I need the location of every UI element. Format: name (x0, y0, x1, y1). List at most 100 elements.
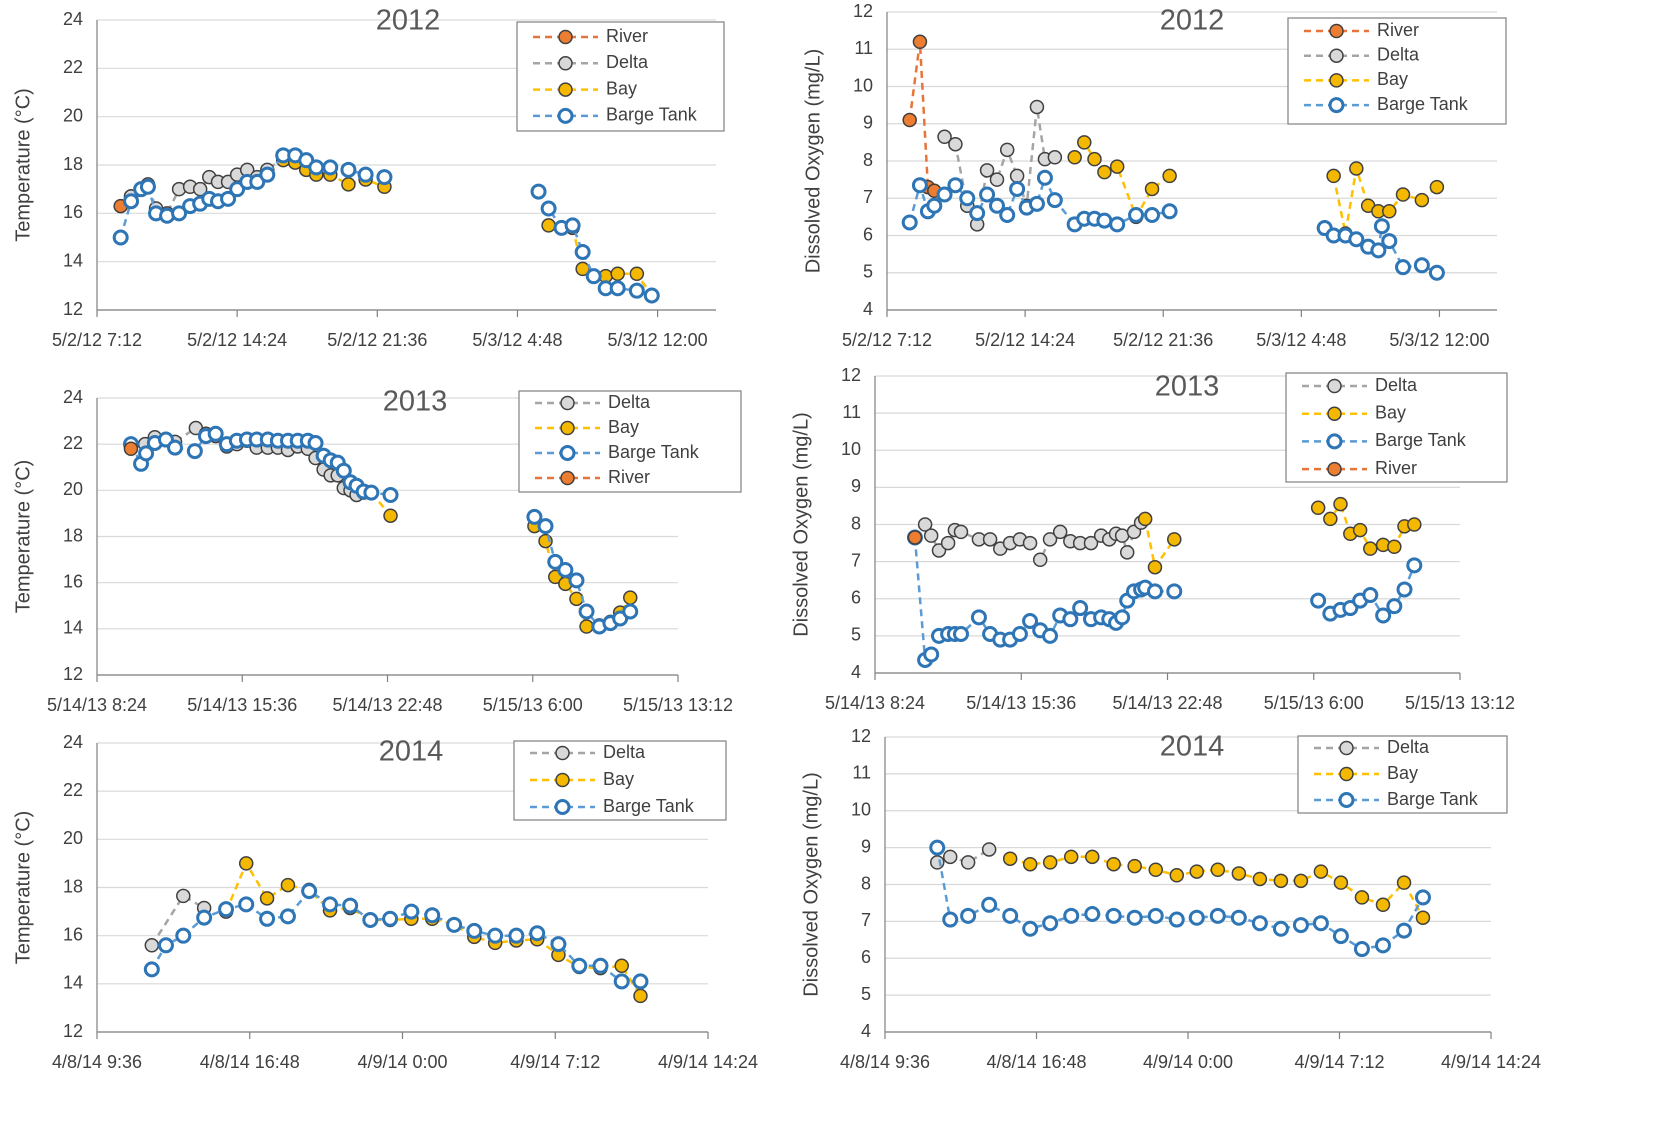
data-point (1144, 207, 1161, 224)
data-point (1326, 168, 1341, 184)
data-point (629, 266, 645, 281)
x-tick-label: 4/9/14 14:24 (658, 1052, 758, 1072)
data-point (1352, 522, 1368, 538)
data-point (220, 190, 237, 207)
x-tick-label: 5/3/12 12:00 (1389, 330, 1489, 350)
chart-title: 2014 (1160, 731, 1225, 763)
data-point (1210, 862, 1226, 877)
data-point (1373, 218, 1390, 235)
data-point (1370, 242, 1387, 259)
y-tick-label: 7 (851, 550, 861, 570)
data-point (1414, 192, 1430, 208)
data-point (579, 619, 594, 634)
x-tick-label: 5/3/12 4:48 (1256, 330, 1346, 350)
y-tick-label: 4 (863, 299, 873, 319)
data-point (1109, 159, 1125, 174)
data-point (1209, 907, 1226, 924)
data-point (362, 912, 379, 929)
data-point (1312, 915, 1329, 932)
legend-label: Delta (1375, 375, 1418, 395)
data-point (157, 937, 174, 954)
data-point (1126, 909, 1143, 926)
data-point (526, 508, 543, 525)
legend-label: Barge Tank (1387, 789, 1479, 809)
x-tick-label: 5/3/12 12:00 (608, 330, 708, 350)
y-axis-label: Dissolved Oxygen (mg/L) (800, 772, 822, 997)
data-point (218, 901, 235, 918)
legend-marker (1329, 73, 1344, 88)
data-point (926, 197, 943, 214)
legend-label: Delta (1377, 44, 1420, 64)
data-point (1168, 911, 1185, 928)
data-point (959, 190, 976, 207)
data-point (937, 129, 952, 145)
y-tick-label: 12 (853, 1, 873, 21)
y-tick-label: 5 (861, 984, 871, 1004)
data-point (1002, 851, 1018, 866)
data-point (1272, 920, 1289, 937)
data-point (623, 590, 638, 605)
x-tick-label: 4/8/14 9:36 (840, 1052, 930, 1072)
data-point (301, 883, 318, 900)
data-point (1382, 204, 1397, 219)
data-point (942, 849, 958, 865)
x-tick-label: 5/14/13 22:48 (332, 695, 442, 715)
data-point (911, 177, 928, 194)
y-tick-label: 11 (854, 38, 873, 58)
data-point (1062, 611, 1079, 628)
legend-label: Bay (608, 417, 639, 437)
legend-label: Barge Tank (606, 105, 698, 125)
legend-marker (559, 445, 576, 461)
x-tick-label: 5/15/13 6:00 (1264, 693, 1364, 713)
data-point (376, 169, 393, 186)
y-axis-label: Dissolved Oxygen (mg/L) (802, 49, 824, 274)
y-axis-label: Temperature (°C) (12, 460, 34, 614)
data-point (1077, 135, 1092, 150)
y-tick-label: 12 (841, 365, 861, 385)
data-point (1009, 168, 1025, 184)
data-point (1395, 259, 1412, 276)
data-point (613, 973, 630, 990)
data-point (1047, 150, 1063, 165)
legend-marker (557, 107, 574, 124)
data-point (1166, 583, 1183, 600)
data-point (1085, 849, 1100, 865)
data-point (564, 217, 581, 234)
legend-box (513, 740, 727, 821)
y-tick-label: 4 (861, 1021, 871, 1041)
data-point (614, 958, 629, 974)
data-point (144, 938, 160, 953)
y-tick-label: 8 (863, 150, 873, 170)
y-tick-label: 6 (851, 588, 861, 608)
chart-title: 2013 (1155, 371, 1220, 403)
legend-label: Barge Tank (603, 796, 695, 816)
x-tick-label: 5/2/12 14:24 (187, 330, 287, 350)
data-point (112, 229, 129, 246)
data-point (1063, 907, 1080, 924)
data-point (622, 603, 639, 620)
legend: Delta Bay Barge Tank River (518, 390, 742, 493)
x-tick-label: 5/15/13 6:00 (483, 695, 583, 715)
legend-label: Bay (603, 769, 634, 789)
y-axis-label: Dissolved Oxygen (mg/L) (790, 412, 812, 637)
y-tick-label: 11 (842, 402, 861, 422)
data-point (569, 591, 584, 607)
data-point (952, 626, 969, 643)
data-point (1084, 906, 1101, 922)
y-tick-label: 20 (63, 479, 83, 499)
y-tick-label: 12 (63, 299, 83, 319)
series-line (1317, 501, 1415, 551)
data-point (1386, 598, 1403, 615)
legend-marker (560, 470, 575, 486)
data-point (1114, 609, 1131, 626)
data-point (1022, 920, 1039, 937)
data-point (982, 532, 998, 547)
data-point (508, 927, 525, 944)
y-tick-label: 8 (851, 513, 861, 533)
legend-box (1287, 17, 1507, 125)
data-point (999, 142, 1015, 158)
y-tick-label: 18 (63, 154, 83, 174)
legend-label: Barge Tank (1375, 430, 1467, 450)
data-point (1147, 907, 1164, 924)
data-point (1032, 552, 1048, 568)
